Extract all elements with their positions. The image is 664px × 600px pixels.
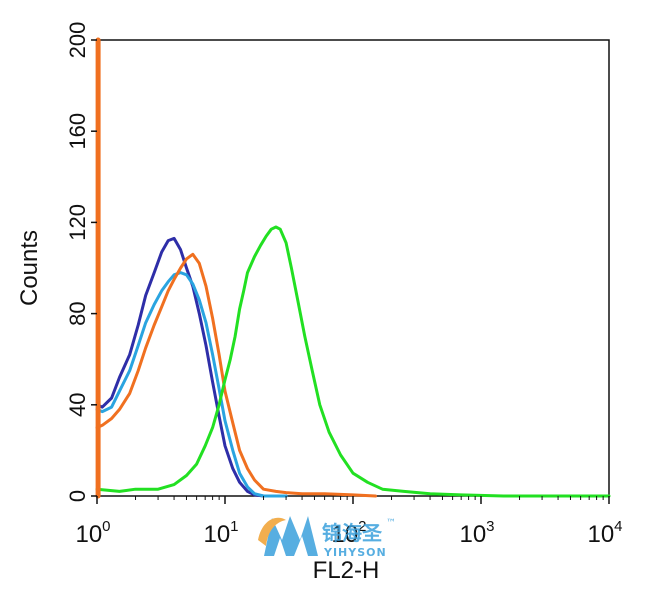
y-tick-label: 120: [65, 204, 90, 241]
x-tick-exponent: 2: [358, 518, 366, 535]
histogram-series-3: [95, 252, 377, 498]
x-axis-ticks: 100 101 102 103 104: [75, 496, 623, 548]
x-tick-label: 102: [331, 518, 366, 548]
x-tick-exponent: 1: [230, 518, 238, 535]
y-axis-ticks: 0 40 80 120 160 200: [65, 22, 97, 502]
x-tick-exponent: 3: [486, 518, 494, 535]
y-tick-label: 40: [65, 393, 90, 417]
x-tick-exponent: 0: [102, 518, 110, 535]
x-tick-base: 10: [75, 521, 102, 548]
histogram-curves: [95, 37, 611, 499]
x-tick-base: 10: [587, 521, 614, 548]
watermark-logo: 锦海圣 ™ YIHYSON: [258, 516, 396, 559]
x-tick-base: 10: [331, 521, 358, 548]
x-tick-label: 101: [203, 518, 238, 548]
y-tick-label: 80: [65, 301, 90, 325]
histogram-series-4: [95, 225, 611, 498]
watermark-brand-cn: 锦海圣: [322, 521, 383, 545]
y-tick-label: 200: [65, 22, 90, 59]
y-tick-label: 160: [65, 113, 90, 150]
watermark-trademark: ™: [386, 518, 396, 529]
x-tick-label: 104: [587, 518, 622, 548]
histogram-series-2: [95, 271, 288, 498]
y-axis-title: Counts: [16, 230, 43, 306]
logo-mark-icon: [264, 516, 318, 556]
watermark-brand-en: YIHYSON: [323, 546, 387, 559]
x-tick-label: 100: [75, 518, 110, 548]
x-tick-exponent: 4: [614, 518, 622, 535]
x-tick-base: 10: [203, 521, 230, 548]
x-tick-base: 10: [459, 521, 486, 548]
plot-frame: [96, 39, 610, 497]
logo-accent-icon: [258, 517, 286, 546]
x-axis-title: FL2-H: [313, 557, 380, 584]
y-tick-label: 0: [65, 490, 90, 502]
x-tick-label: 103: [459, 518, 494, 548]
